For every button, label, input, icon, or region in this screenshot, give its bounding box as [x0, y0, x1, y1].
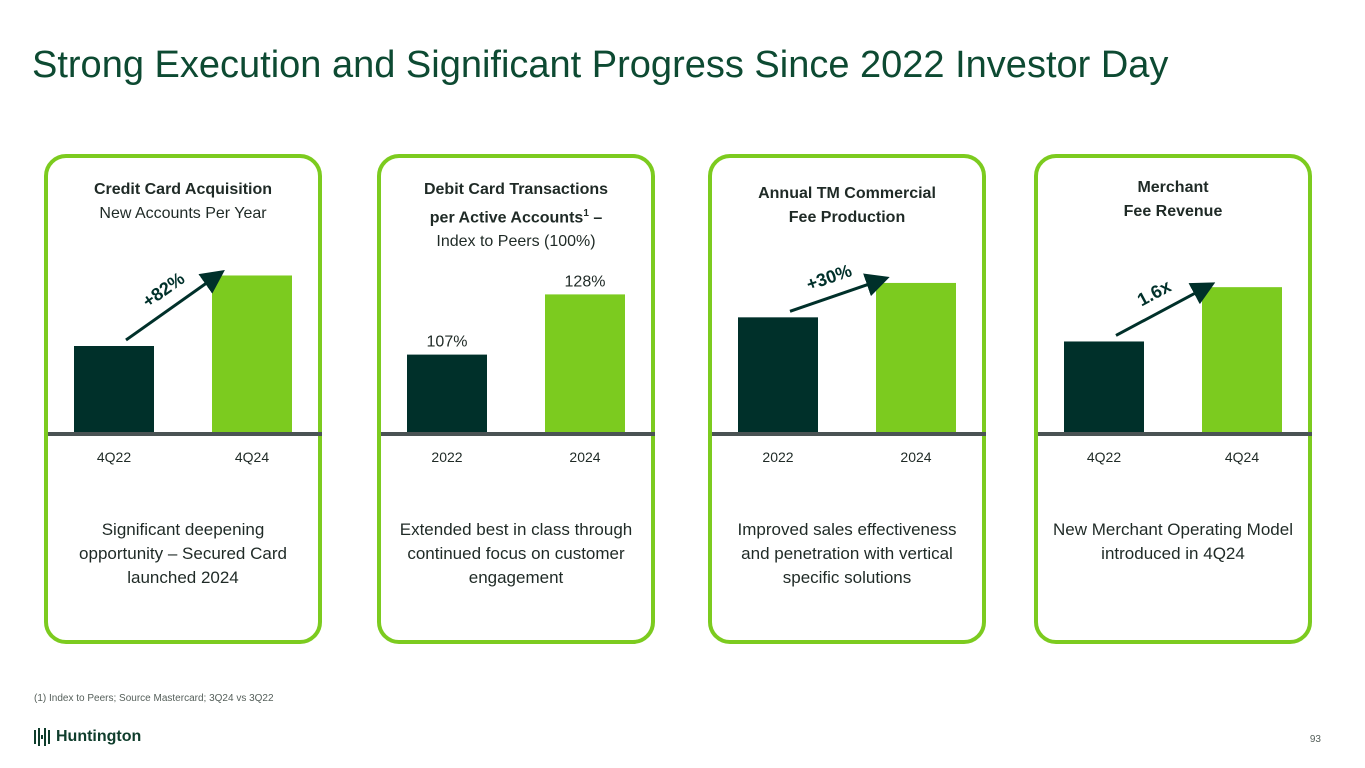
card-heading: Debit Card Transactions per Active Accou…: [381, 178, 651, 254]
x-tick-label: 4Q22: [97, 449, 131, 465]
growth-arrow: [125, 270, 225, 342]
card-merchant-fee-revenue: Merchant Fee Revenue 4Q22 4Q24 1.6x New Me…: [1034, 154, 1312, 644]
card-heading-bold-line1: Debit Card Transactions: [423, 181, 609, 198]
x-axis-baseline: [1038, 432, 1312, 436]
growth-arrow: [1115, 282, 1216, 337]
growth-annotation: +30%: [804, 260, 855, 294]
bar-2024: [545, 294, 625, 432]
growth-annotation: +82%: [139, 268, 189, 311]
card-footer-text: Improved sales effectiveness and penetra…: [737, 520, 957, 587]
bar-4q24: [212, 275, 292, 432]
huntington-logo: Huntington: [34, 728, 141, 746]
bar-4q22: [74, 346, 154, 432]
chart-debit-card-transactions: 2022 107% 2024 128%: [381, 273, 655, 465]
footnote-marker: 1: [583, 208, 589, 219]
card-heading: Credit Card Acquisition New Accounts Per…: [48, 178, 318, 226]
x-axis-baseline: [48, 432, 322, 436]
heading-text: per Active Accounts: [429, 209, 584, 227]
x-axis-baseline: [381, 432, 655, 436]
card-heading: Annual TM Commercial Fee Production: [712, 182, 982, 230]
card-heading-bold-line2: per Active Accounts1 –: [381, 202, 651, 230]
card-heading-regular: New Accounts Per Year: [99, 205, 267, 222]
bar-2022: [407, 354, 487, 432]
footnote: (1) Index to Peers; Source Mastercard; 3…: [34, 693, 274, 704]
card-footer-text: Significant deepening opportunity – Secu…: [79, 520, 287, 587]
data-label: 107%: [427, 334, 468, 351]
card-credit-card-acquisition: Credit Card Acquisition New Accounts Per…: [44, 154, 322, 644]
page-number: 93: [1309, 734, 1321, 745]
card-footer-text: New Merchant Operating Model introduced …: [1052, 520, 1293, 563]
bar-2024: [876, 282, 956, 432]
huntington-logo-icon: [34, 728, 50, 746]
heading-suffix: –: [588, 209, 603, 227]
chart-tm-commercial-fee: 2022 2024 +30%: [712, 260, 986, 465]
card-heading-bold-line1: Annual TM Commercial: [758, 185, 936, 202]
bar-2022: [738, 317, 818, 432]
x-tick-label: 4Q22: [1087, 449, 1121, 465]
card-debit-card-transactions: Debit Card Transactions per Active Accou…: [377, 154, 655, 644]
x-tick-label: 4Q24: [235, 449, 269, 465]
logo-text: Huntington: [56, 728, 142, 745]
x-axis-baseline: [712, 432, 986, 436]
card-heading-bold-line2: Fee Revenue: [1123, 203, 1223, 220]
x-tick-label: 2022: [431, 449, 462, 465]
bar-4q22: [1064, 341, 1144, 432]
card-heading-bold-line2: Fee Production: [788, 209, 906, 226]
card-heading-bold: Credit Card Acquisition: [93, 181, 273, 198]
card-footer-text: Extended best in class through continued…: [399, 520, 633, 587]
growth-arrow: [789, 273, 890, 313]
x-tick-label: 2024: [900, 449, 931, 465]
chart-merchant-fee-revenue: 4Q22 4Q24 1.6x: [1038, 276, 1312, 465]
growth-annotation: 1.6x: [1134, 276, 1174, 310]
data-label: 128%: [565, 273, 606, 290]
bar-4q24: [1202, 287, 1282, 432]
x-tick-label: 4Q24: [1225, 449, 1259, 465]
card-tm-commercial-fee: Annual TM Commercial Fee Production 2022…: [708, 154, 986, 644]
card-heading-regular: Index to Peers (100%): [436, 233, 596, 251]
x-tick-label: 2024: [569, 449, 600, 465]
chart-credit-card-acquisition: 4Q22 4Q24 +82%: [48, 268, 322, 465]
card-heading: Merchant Fee Revenue: [1038, 176, 1308, 224]
x-tick-label: 2022: [762, 449, 793, 465]
card-heading-bold-line1: Merchant: [1137, 179, 1209, 196]
page-title: Strong Execution and Significant Progres…: [32, 44, 1169, 86]
